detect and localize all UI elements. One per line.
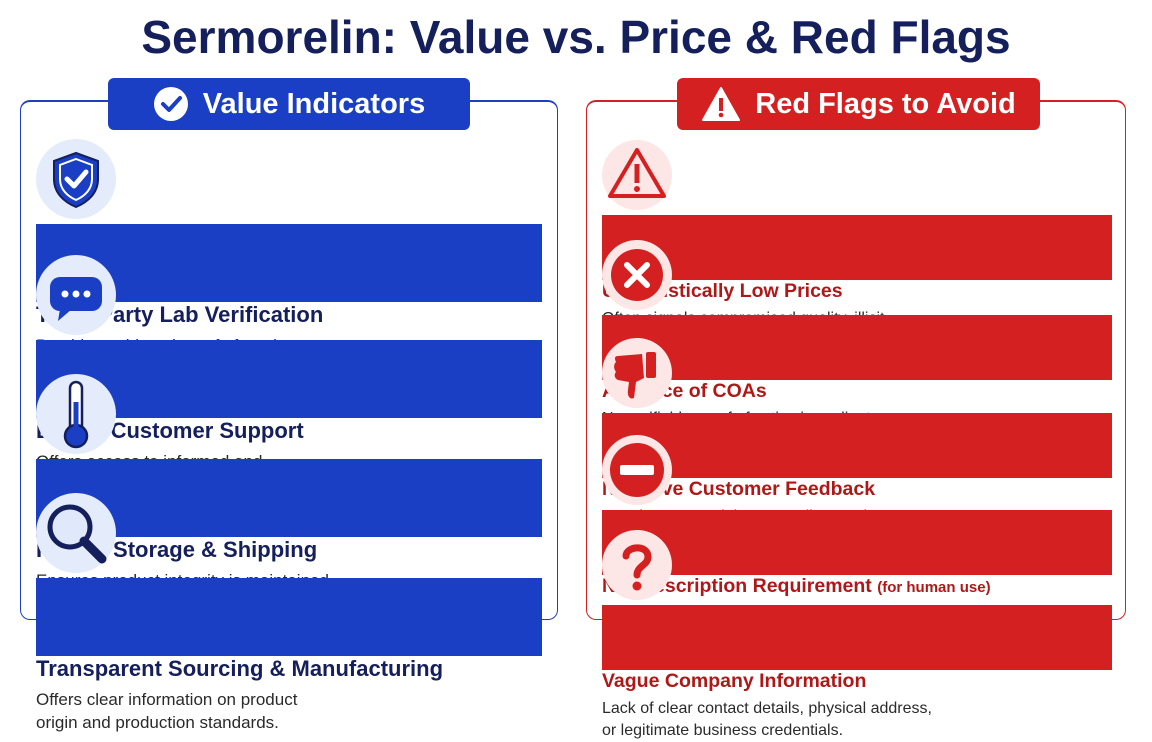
card: Third-Party Lab VerificationProvides unb… [36, 139, 542, 378]
page: Sermorelin: Value vs. Price & Red Flags … [20, 11, 1126, 740]
card: Transparent Sourcing & Manufacturing Offe… [36, 493, 542, 732]
card-desc: origin and production standards. [36, 713, 279, 733]
icon [36, 493, 116, 573]
check-icon [153, 87, 188, 121]
icon [36, 374, 116, 454]
card-title: Vague Company Information [602, 670, 1112, 693]
card-title: Transparent Sourcing & Manufacturing [36, 656, 542, 682]
card: No Prescription Requirement (for human u… [602, 435, 1112, 644]
card-title: No Prescription Requirement (for human u… [602, 575, 1112, 598]
icon [602, 530, 672, 600]
value-heading: Value Indicators [108, 78, 470, 130]
page-title: Sermorelin: Value vs. Price & Red Flags [141, 11, 1011, 63]
card: Vague Company Information Lack of clear c… [602, 530, 1112, 739]
card-desc: Offers clear information on product [36, 690, 298, 710]
divider [36, 578, 542, 657]
card-title: Negative Customer Feedback [602, 478, 1112, 501]
icon [602, 338, 672, 408]
divider [36, 340, 542, 419]
divider [36, 224, 542, 303]
card: Expert Customer SupportOffers access to … [36, 255, 542, 494]
icon [602, 240, 672, 310]
title-note: (for human use) [877, 579, 991, 597]
title-text: No Prescription Requirement [602, 575, 872, 598]
divider [602, 215, 1112, 281]
divider [602, 605, 1112, 671]
title-text: Vague Company Information [602, 670, 867, 693]
card: Absence of COAsNo verifiable proof of ac… [602, 240, 1112, 449]
divider [36, 459, 542, 538]
title-text: Negative Customer Feedback [602, 478, 876, 501]
card: Proper Storage & ShippingEnsures product… [36, 374, 542, 613]
card: Unrealistically Low PricesOften signals … [602, 140, 1112, 349]
divider [602, 510, 1112, 576]
divider [602, 413, 1112, 479]
divider [602, 315, 1112, 381]
card-desc: or legitimate business credentials. [602, 722, 844, 740]
card-desc: Lack of clear contact details, physical … [602, 700, 932, 718]
icon [602, 140, 672, 210]
card-text: Vague Company Information Lack of clear c… [602, 670, 1112, 742]
heading-text: Value Indicators [202, 87, 426, 120]
icon [36, 255, 116, 335]
card: Negative Customer FeedbackConsistent com… [602, 338, 1112, 547]
icon [36, 139, 116, 219]
icon [602, 435, 672, 505]
heading-text: Red Flags to Avoid [755, 87, 1016, 120]
card-text: Transparent Sourcing & Manufacturing Offe… [36, 656, 542, 734]
red-heading: Red Flags to Avoid [677, 78, 1040, 130]
title-text: Transparent Sourcing & Manufacturing [36, 656, 444, 682]
warning-icon [702, 87, 741, 121]
